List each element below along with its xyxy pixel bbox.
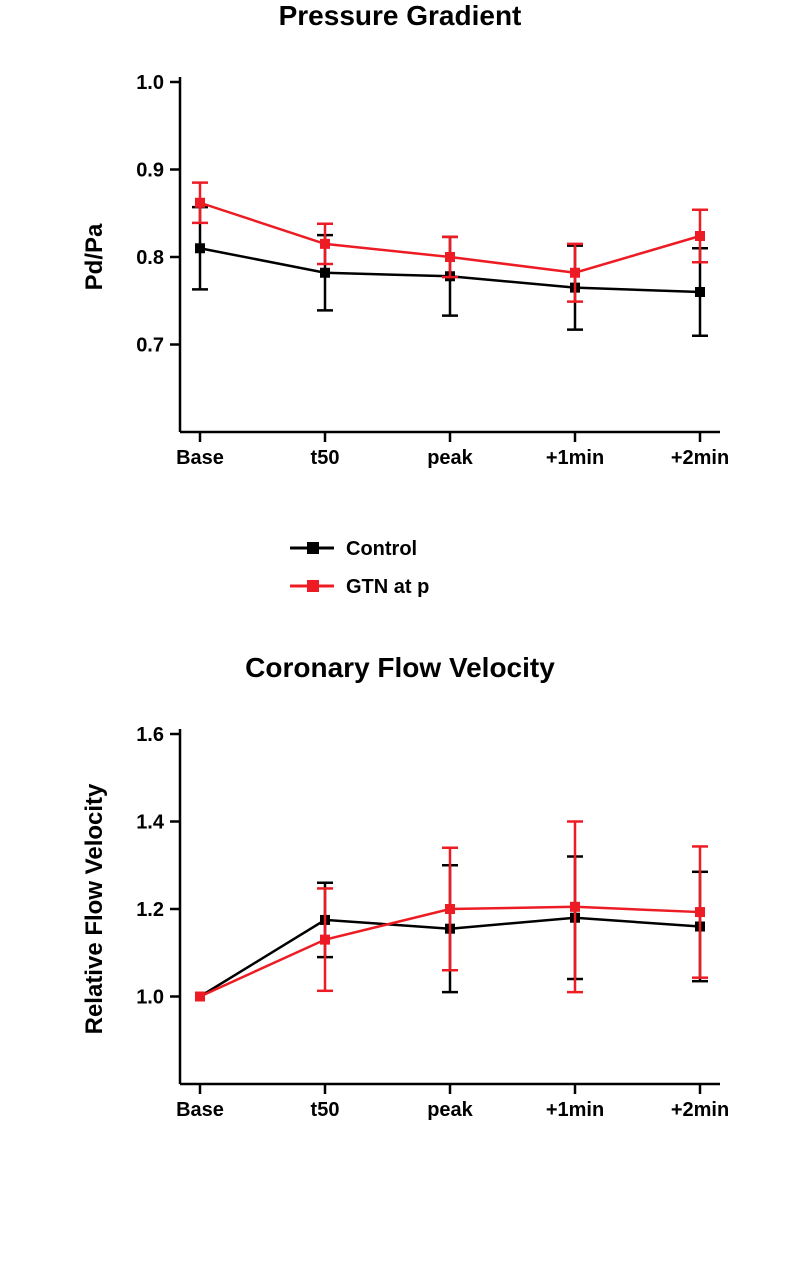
svg-text:+1min: +1min: [546, 1099, 604, 1121]
svg-text:Relative Flow Velocity: Relative Flow Velocity: [81, 783, 108, 1034]
chart1-title: Pressure Gradient: [60, 0, 740, 32]
pressure-gradient-chart: Pressure Gradient 0.7 0.8 0.9 1.0 Base t50 pea…: [60, 0, 740, 502]
svg-text:t50: t50: [311, 447, 340, 469]
svg-text:0.7: 0.7: [136, 335, 164, 357]
svg-text:Base: Base: [176, 447, 224, 469]
svg-text:0.8: 0.8: [136, 247, 164, 269]
svg-text:+2min: +2min: [671, 447, 729, 469]
chart1-svg: 0.7 0.8 0.9 1.0 Base t50 peak +1min +2min Pd/Pa: [60, 32, 740, 502]
svg-text:1.0: 1.0: [136, 72, 164, 94]
svg-text:+1min: +1min: [546, 447, 604, 469]
legend-label-control: Control: [346, 538, 417, 560]
legend-svg: Control GTN at p: [60, 530, 740, 620]
svg-text:+2min: +2min: [671, 1099, 729, 1121]
svg-text:Pd/Pa: Pd/Pa: [81, 223, 108, 290]
svg-text:0.9: 0.9: [136, 160, 164, 182]
page: Pressure Gradient 0.7 0.8 0.9 1.0 Base t50 pea…: [0, 0, 800, 1262]
svg-text:Base: Base: [176, 1099, 224, 1121]
svg-text:1.4: 1.4: [136, 812, 165, 834]
svg-text:1.6: 1.6: [136, 724, 164, 746]
legend: Control GTN at p: [60, 530, 740, 620]
coronary-flow-chart: Coronary Flow Velocity 1.0 1.2 1.4 1.6 Base t…: [60, 652, 740, 1154]
chart2-svg: 1.0 1.2 1.4 1.6 Base t50 peak +1min +2min Relativ…: [60, 684, 740, 1154]
svg-text:t50: t50: [311, 1099, 340, 1121]
svg-text:peak: peak: [427, 1099, 473, 1121]
svg-text:peak: peak: [427, 447, 473, 469]
svg-text:1.2: 1.2: [136, 899, 164, 921]
legend-label-gtn: GTN at p: [346, 576, 429, 598]
chart2-title: Coronary Flow Velocity: [60, 652, 740, 684]
svg-text:1.0: 1.0: [136, 987, 164, 1009]
